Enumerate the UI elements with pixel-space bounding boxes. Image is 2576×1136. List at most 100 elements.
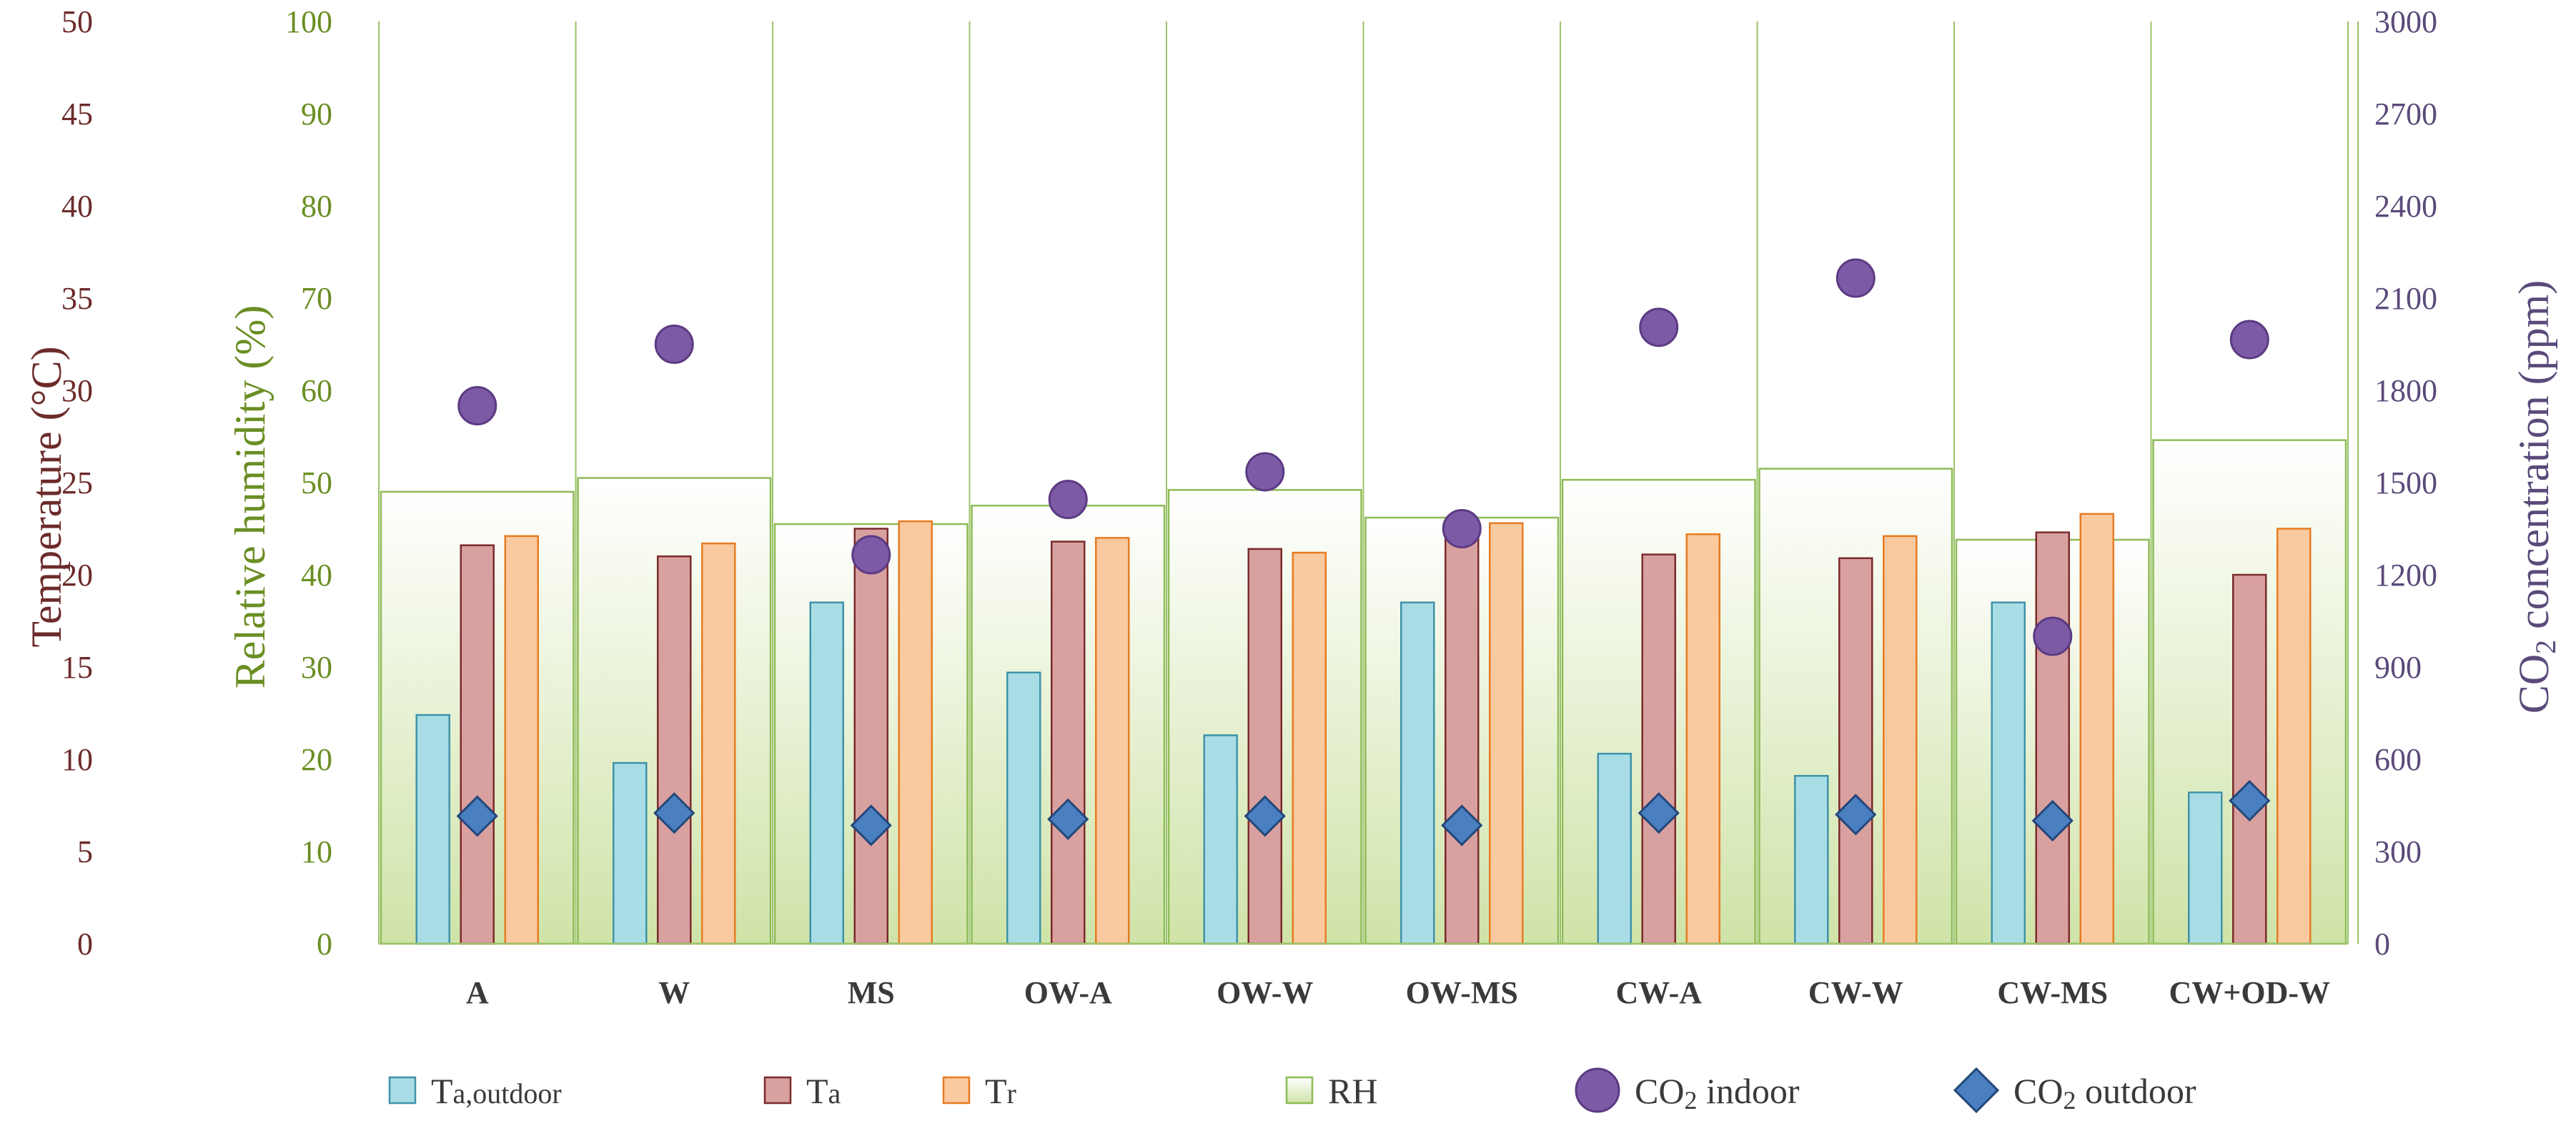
rh-tick-label: 40 bbox=[301, 558, 332, 593]
legend-swatch bbox=[1285, 1076, 1314, 1105]
tr-bar bbox=[1095, 537, 1130, 945]
category-label: MS bbox=[848, 975, 895, 1010]
co2-tick-label: 0 bbox=[2374, 927, 2390, 962]
rh-tick-label: 30 bbox=[301, 650, 332, 685]
tr-bar bbox=[898, 520, 933, 945]
category-label: CW-MS bbox=[1997, 975, 2108, 1010]
tr-bar bbox=[1489, 522, 1524, 945]
ta-outdoor-bar bbox=[1597, 753, 1632, 945]
co2-outdoor-marker bbox=[1244, 795, 1286, 837]
co2-tick-label: 1800 bbox=[2374, 373, 2437, 408]
ta-outdoor-bar bbox=[809, 601, 844, 945]
ta-bar bbox=[460, 544, 495, 945]
tr-bar bbox=[1292, 551, 1327, 945]
ta-bar bbox=[1445, 533, 1480, 945]
co2-tick-label: 3000 bbox=[2374, 4, 2437, 39]
co2-outdoor-marker bbox=[456, 795, 498, 837]
category-label: CW+OD-W bbox=[2169, 975, 2331, 1010]
co2-indoor-marker bbox=[2229, 320, 2269, 360]
category-label: CW-A bbox=[1615, 975, 1702, 1010]
rh-tick-label: 10 bbox=[301, 834, 332, 869]
co2-indoor-marker bbox=[1639, 307, 1679, 347]
legend-swatch bbox=[1953, 1067, 2000, 1114]
temperature-tick-label: 20 bbox=[61, 558, 93, 593]
category-label: OW-W bbox=[1217, 975, 1313, 1010]
ta-outdoor-bar bbox=[415, 713, 450, 945]
ta-outdoor-bar bbox=[1794, 774, 1829, 945]
ta-outdoor-bar bbox=[1400, 601, 1435, 945]
rh-tick-label: 80 bbox=[301, 189, 332, 224]
axes: 0 5 10 15 20 25 30 35 40 45 50 0 10 20 30 40 50 60 70 80 90 1… bbox=[23, 4, 2562, 1010]
temperature-tick-label: 45 bbox=[61, 97, 93, 132]
rh-tick-label: 50 bbox=[301, 465, 332, 500]
co2-tick-label: 2400 bbox=[2374, 189, 2437, 224]
co2-tick-label: 900 bbox=[2374, 650, 2422, 685]
temperature-tick-label: 0 bbox=[77, 927, 93, 962]
category-label: OW-MS bbox=[1406, 975, 1518, 1010]
tr-bar bbox=[504, 535, 539, 945]
co2-indoor-marker bbox=[1442, 509, 1482, 548]
co2-outdoor-marker bbox=[850, 804, 892, 846]
ta-bar bbox=[853, 528, 888, 945]
rh-tick-label: 0 bbox=[317, 927, 332, 962]
co2-indoor-marker bbox=[457, 386, 497, 425]
tr-bar bbox=[701, 542, 736, 945]
category-label: CW-W bbox=[1808, 975, 1903, 1010]
co2-indoor-marker bbox=[654, 325, 694, 364]
co2-tick-label: 1500 bbox=[2374, 465, 2437, 500]
ta-bar bbox=[1641, 553, 1676, 945]
ta-outdoor-bar bbox=[1991, 601, 2026, 945]
temperature-tick-label: 5 bbox=[77, 834, 93, 869]
legend-label: Ta bbox=[806, 1071, 841, 1111]
legend-swatch bbox=[763, 1076, 792, 1105]
temperature-tick-label: 35 bbox=[61, 281, 93, 316]
category-label: A bbox=[466, 975, 489, 1010]
rh-tick-label: 20 bbox=[301, 742, 332, 777]
legend-swatch bbox=[1575, 1067, 1620, 1113]
ta-bar bbox=[1838, 557, 1873, 945]
rh-axis-title: Relative humidity (%) bbox=[227, 305, 274, 689]
co2-tick-label: 300 bbox=[2374, 834, 2422, 869]
tr-bar bbox=[1883, 535, 1918, 945]
rh-tick-label: 60 bbox=[301, 373, 332, 408]
ta-outdoor-bar bbox=[1203, 734, 1238, 945]
ta-bar bbox=[2035, 531, 2070, 945]
co2-outdoor-marker bbox=[1441, 804, 1483, 846]
temperature-axis-title: Temperature (°C) bbox=[23, 346, 70, 647]
co2-tick-label: 2700 bbox=[2374, 97, 2437, 132]
temperature-tick-label: 10 bbox=[61, 742, 93, 777]
ta-bar bbox=[1051, 540, 1086, 945]
legend-swatch bbox=[388, 1076, 417, 1105]
co2-tick-label: 600 bbox=[2374, 742, 2422, 777]
tr-bar bbox=[1685, 533, 1720, 945]
tr-bar bbox=[2079, 513, 2114, 945]
ta-bar bbox=[657, 555, 692, 945]
ta-outdoor-bar bbox=[613, 761, 648, 945]
ta-bar bbox=[2232, 573, 2267, 945]
category-separators bbox=[378, 21, 2349, 944]
ta-bar bbox=[1247, 548, 1282, 945]
ta-outdoor-bar bbox=[2188, 791, 2223, 945]
co2-indoor-marker bbox=[851, 535, 891, 575]
temperature-tick-label: 15 bbox=[61, 650, 93, 685]
co2-outdoor-marker bbox=[1047, 798, 1089, 840]
category-label: W bbox=[658, 975, 690, 1010]
legend-label: CO2 indoor bbox=[1635, 1071, 1800, 1115]
legend-label: RH bbox=[1328, 1071, 1377, 1111]
co2-outdoor-marker bbox=[1638, 792, 1680, 834]
co2-axis-title: CO2 concentration (ppm) bbox=[2510, 280, 2562, 714]
legend-swatch bbox=[942, 1076, 971, 1105]
co2-tick-label: 1200 bbox=[2374, 558, 2437, 593]
legend-label: CO2 outdoor bbox=[2013, 1071, 2196, 1115]
co2-indoor-marker bbox=[2033, 616, 2073, 656]
co2-outdoor-marker bbox=[1835, 794, 1877, 836]
rh-tick-label: 70 bbox=[301, 281, 332, 316]
temperature-bars bbox=[415, 513, 2312, 945]
co2-markers bbox=[456, 258, 2271, 846]
temperature-tick-label: 40 bbox=[61, 189, 93, 224]
co2-outdoor-marker bbox=[2031, 799, 2074, 842]
legend-label: Tr bbox=[985, 1071, 1016, 1111]
rh-tick-label: 90 bbox=[301, 97, 332, 132]
temperature-tick-label: 50 bbox=[61, 4, 93, 39]
